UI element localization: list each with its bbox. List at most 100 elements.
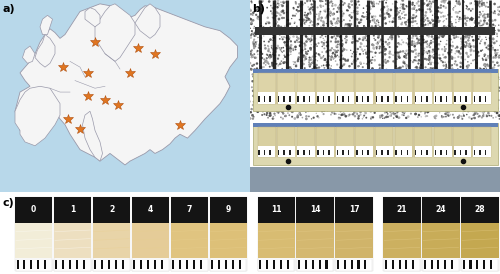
Point bbox=[448, 57, 456, 61]
Point bbox=[490, 108, 498, 112]
Point bbox=[479, 14, 487, 18]
Point bbox=[482, 62, 490, 67]
Point bbox=[342, 74, 350, 78]
Bar bbox=[444, 260, 446, 270]
Point bbox=[489, 90, 497, 95]
Point bbox=[298, 32, 306, 37]
Bar bbox=[422, 197, 460, 223]
Point bbox=[418, 35, 426, 39]
Point bbox=[462, 94, 470, 98]
Point bbox=[322, 30, 330, 35]
Point bbox=[250, 69, 258, 73]
Point bbox=[471, 19, 479, 23]
Point bbox=[493, 105, 500, 109]
Point bbox=[350, 102, 358, 107]
Point bbox=[287, 32, 295, 37]
Point bbox=[392, 0, 400, 4]
Point bbox=[476, 70, 484, 75]
Point bbox=[381, 110, 389, 115]
Point bbox=[319, 74, 327, 78]
Point bbox=[266, 50, 274, 55]
Point bbox=[302, 70, 310, 75]
Point bbox=[250, 99, 258, 104]
Point bbox=[291, 100, 299, 104]
Point bbox=[446, 25, 454, 29]
Point bbox=[340, 62, 348, 66]
Point bbox=[372, 73, 380, 77]
Point bbox=[448, 55, 456, 59]
Point bbox=[320, 92, 328, 96]
Point bbox=[467, 1, 475, 6]
Point bbox=[386, 105, 394, 109]
Point bbox=[260, 57, 268, 62]
Point bbox=[399, 5, 407, 9]
Point bbox=[446, 33, 454, 38]
Point bbox=[380, 5, 388, 9]
Point bbox=[410, 69, 418, 73]
Point bbox=[254, 16, 262, 20]
Bar bbox=[406, 260, 407, 270]
Point bbox=[480, 12, 488, 17]
Bar bbox=[132, 223, 169, 258]
Point bbox=[298, 115, 306, 120]
Bar bbox=[252, 69, 498, 111]
Point bbox=[432, 76, 440, 80]
Point bbox=[280, 16, 288, 20]
Point bbox=[372, 38, 380, 42]
Bar bbox=[426, 150, 428, 155]
Point bbox=[264, 62, 272, 66]
Point bbox=[312, 82, 320, 87]
Point bbox=[419, 102, 427, 107]
Bar bbox=[454, 150, 456, 155]
Point bbox=[462, 29, 469, 33]
Point bbox=[376, 95, 384, 99]
Point bbox=[259, 110, 267, 114]
Point bbox=[350, 9, 358, 13]
Point bbox=[381, 52, 389, 56]
Point bbox=[328, 110, 336, 115]
Point bbox=[294, 36, 302, 41]
Point bbox=[463, 112, 471, 117]
Point bbox=[372, 22, 380, 26]
Point bbox=[367, 109, 375, 113]
Point bbox=[460, 68, 468, 73]
Point bbox=[295, 104, 303, 108]
Point bbox=[382, 80, 390, 84]
Point bbox=[425, 49, 433, 53]
Point bbox=[454, 96, 462, 101]
Point bbox=[434, 95, 442, 99]
Point bbox=[354, 47, 362, 51]
Point bbox=[402, 54, 410, 58]
Point bbox=[352, 2, 360, 7]
Point bbox=[298, 48, 306, 52]
Point bbox=[456, 1, 464, 5]
Point bbox=[295, 9, 303, 13]
Point bbox=[376, 37, 384, 42]
Point bbox=[485, 89, 493, 93]
Point bbox=[374, 40, 382, 44]
Point bbox=[298, 73, 306, 77]
Point bbox=[269, 116, 277, 121]
Bar bbox=[454, 92, 471, 104]
Point bbox=[396, 65, 404, 70]
Point bbox=[432, 16, 440, 20]
Point bbox=[310, 104, 318, 109]
Point bbox=[306, 39, 314, 44]
Point bbox=[278, 29, 286, 33]
Point bbox=[390, 61, 398, 65]
Point bbox=[490, 55, 498, 60]
Point bbox=[362, 100, 370, 104]
Bar bbox=[461, 197, 498, 271]
Point bbox=[254, 104, 262, 109]
Point bbox=[364, 29, 372, 33]
Bar bbox=[342, 150, 344, 155]
Point bbox=[250, 62, 258, 67]
Point bbox=[464, 108, 472, 112]
Point bbox=[300, 45, 308, 49]
Point bbox=[308, 56, 316, 60]
Point bbox=[405, 11, 413, 15]
Point bbox=[470, 71, 478, 75]
Point bbox=[313, 93, 321, 98]
Point bbox=[368, 66, 376, 71]
Point bbox=[306, 31, 314, 35]
